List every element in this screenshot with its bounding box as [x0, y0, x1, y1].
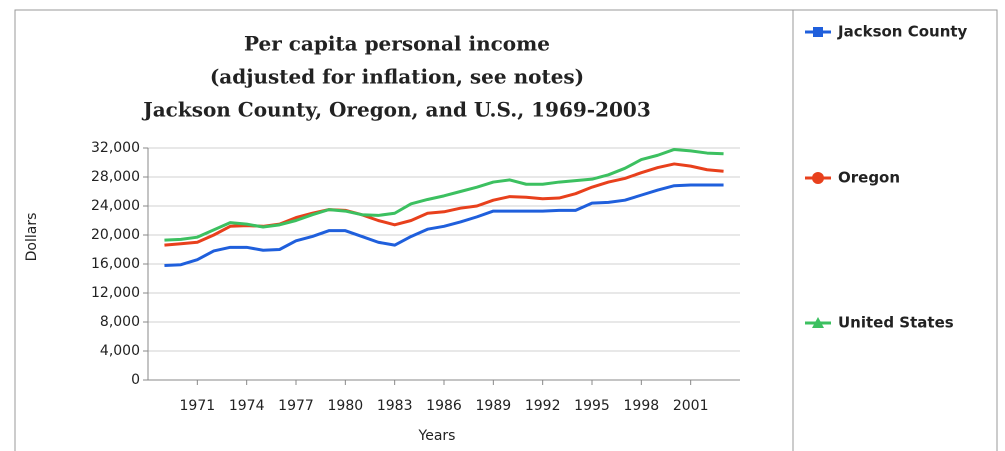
chart-title: (adjusted for inflation, see notes): [210, 65, 584, 89]
y-tick-label: 8,000: [100, 314, 140, 330]
legend-marker: [812, 172, 824, 184]
y-tick-label: 32,000: [91, 140, 140, 156]
chart-title: Jackson County, Oregon, and U.S., 1969-2…: [141, 98, 651, 122]
y-tick-label: 20,000: [91, 227, 140, 243]
x-tick-label: 1992: [525, 398, 561, 414]
x-tick-label: 1998: [624, 398, 660, 414]
legend-label: United States: [838, 314, 954, 332]
x-tick-label: 1983: [377, 398, 413, 414]
x-tick-label: 1974: [229, 398, 265, 414]
x-tick-label: 1977: [278, 398, 314, 414]
frame: [14, 9, 998, 451]
y-tick-label: 12,000: [91, 285, 140, 301]
y-tick-label: 0: [131, 372, 140, 388]
legend-marker: [813, 27, 823, 37]
y-tick-label: 16,000: [91, 256, 140, 272]
series-line: [164, 162, 724, 247]
legend-marker: [812, 317, 824, 328]
y-tick-label: 24,000: [91, 198, 140, 214]
chart-title: Per capita personal income: [244, 32, 550, 56]
x-tick-label: 1986: [426, 398, 462, 414]
x-tick-label: 1989: [476, 398, 512, 414]
x-tick-label: 1971: [180, 398, 216, 414]
series-line: [164, 183, 724, 267]
x-tick-label: 1995: [574, 398, 610, 414]
legend-label: Oregon: [838, 169, 900, 187]
y-tick-label: 4,000: [100, 343, 140, 359]
legend-label: Jackson County: [837, 23, 968, 41]
y-axis-label: Dollars: [24, 213, 40, 262]
x-axis-label: Years: [418, 428, 456, 444]
x-tick-label: 1980: [328, 398, 364, 414]
x-tick-label: 2001: [673, 398, 709, 414]
series-line: [164, 147, 724, 242]
y-tick-label: 28,000: [91, 169, 140, 185]
